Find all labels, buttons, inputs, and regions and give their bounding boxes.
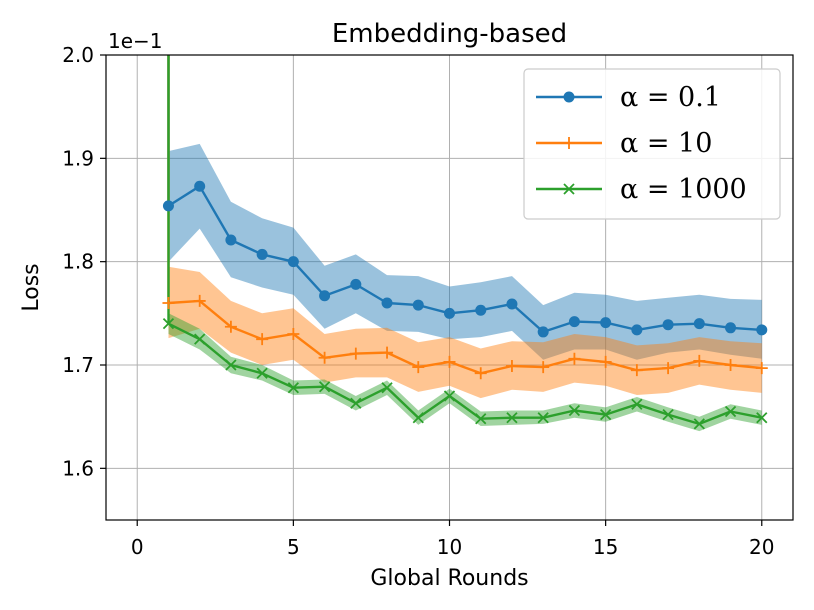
data-point: [631, 398, 643, 410]
data-point: [256, 333, 269, 346]
data-point: [563, 91, 575, 103]
data-point: [506, 412, 518, 424]
data-point: [412, 412, 424, 424]
data-point: [412, 299, 424, 311]
data-point: [599, 355, 612, 368]
data-point: [662, 408, 674, 421]
data-point: [474, 367, 487, 380]
x-axis-label: Global Rounds: [370, 566, 528, 591]
data-point: [475, 413, 487, 425]
legend-label: α = 10: [620, 128, 712, 159]
data-point: [630, 364, 643, 377]
data-point: [381, 382, 393, 394]
x-tick-label: 10: [437, 535, 462, 559]
data-point: [349, 347, 362, 360]
data-point: [444, 307, 455, 319]
data-point: [724, 405, 737, 418]
data-point: [162, 200, 174, 212]
data-point: [443, 355, 456, 368]
x-axis-ticks: 0 5 10 15 20: [131, 520, 774, 559]
data-point: [194, 333, 206, 345]
data-point: [693, 318, 705, 330]
y-axis-ticks: 1.6 1.7 1.8 1.9 2.0: [62, 43, 106, 480]
data-point: [224, 320, 237, 333]
legend-label: α = 0.1: [620, 82, 721, 113]
data-point: [537, 412, 549, 424]
y-tick-label: 2.0: [62, 43, 94, 67]
data-point: [287, 328, 300, 340]
data-point: [693, 354, 706, 367]
data-point: [287, 382, 300, 394]
data-point: [381, 297, 393, 309]
data-point: [318, 381, 331, 393]
data-point: [443, 390, 456, 402]
data-point: [693, 418, 705, 430]
data-point: [725, 322, 737, 334]
data-point: [287, 256, 299, 268]
y-axis-offset-label: 1e−1: [108, 29, 163, 53]
data-point: [599, 408, 612, 421]
data-point: [756, 412, 768, 424]
data-point: [755, 362, 768, 375]
data-point: [256, 367, 268, 379]
data-point: [256, 248, 268, 260]
data-point: [568, 404, 581, 417]
data-point: [193, 294, 206, 307]
legend: α = 0.1 α = 10 α = 1000: [523, 68, 781, 220]
data-point: [506, 298, 518, 310]
data-point: [631, 324, 643, 336]
data-point: [662, 319, 674, 331]
x-tick-label: 0: [131, 535, 144, 559]
data-point: [662, 362, 675, 375]
data-point: [350, 278, 362, 290]
series-markers: [162, 180, 768, 430]
data-point: [568, 316, 580, 328]
data-point: [162, 297, 175, 309]
x-tick-label: 20: [749, 535, 774, 559]
confidence-band: [168, 143, 762, 360]
y-tick-label: 1.8: [62, 250, 94, 274]
data-point: [381, 346, 394, 359]
x-tick-label: 15: [593, 535, 618, 559]
y-tick-label: 1.7: [62, 353, 94, 377]
data-point: [318, 351, 331, 364]
data-point: [225, 359, 237, 371]
data-point: [563, 137, 575, 149]
legend-label: α = 1000: [620, 174, 747, 205]
data-point: [194, 180, 206, 192]
confidence-band: [168, 266, 762, 399]
data-point: [162, 318, 175, 330]
data-point: [563, 183, 575, 195]
data-point: [568, 352, 581, 365]
data-point: [350, 397, 362, 409]
data-point: [756, 324, 768, 336]
y-tick-label: 1.9: [62, 146, 94, 170]
y-tick-label: 1.6: [62, 456, 94, 480]
data-point: [537, 326, 549, 338]
chart-title: Embedding-based: [332, 19, 567, 49]
data-point: [475, 304, 487, 316]
data-point: [412, 361, 425, 374]
data-point: [225, 234, 237, 246]
data-point: [319, 290, 331, 302]
legend-box: [523, 68, 781, 220]
x-tick-label: 5: [287, 535, 300, 559]
data-point: [537, 361, 550, 374]
data-point: [600, 317, 612, 329]
y-axis-label: Loss: [19, 263, 44, 311]
data-point: [724, 359, 737, 371]
data-point: [505, 360, 518, 373]
